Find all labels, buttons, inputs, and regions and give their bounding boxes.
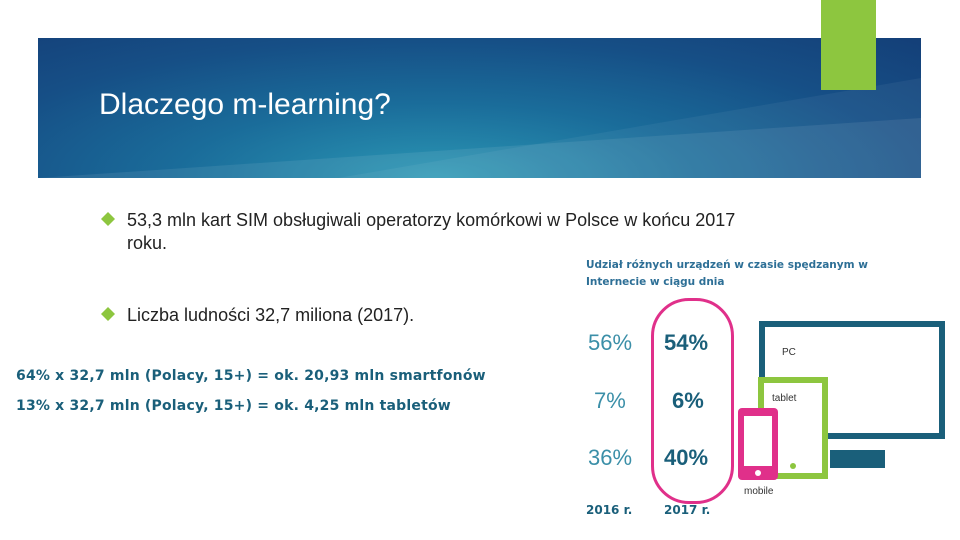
mobile-2016-value: 36% bbox=[588, 445, 633, 470]
tablet-label: tablet bbox=[772, 393, 797, 404]
diamond-bullet-icon bbox=[101, 212, 115, 226]
bullet-text-sim-cards: 53,3 mln kart SIM obsługiwali operatorzy… bbox=[127, 210, 736, 253]
devices-illustration bbox=[738, 321, 945, 480]
infographic-title: Udział różnych urządzeń w czasie spędzan… bbox=[586, 259, 868, 288]
mobile-2017-value: 40% bbox=[664, 445, 709, 470]
pc-stand-icon bbox=[830, 450, 885, 468]
accent-green-rectangle bbox=[821, 0, 876, 90]
year-2016-label: 2016 r. bbox=[586, 503, 633, 517]
pc-2017-value: 54% bbox=[664, 330, 709, 355]
year-2017-label: 2017 r. bbox=[664, 503, 711, 517]
mobile-label: mobile bbox=[744, 486, 774, 497]
title-banner bbox=[38, 38, 921, 178]
pc-label: PC bbox=[782, 347, 796, 358]
tablet-calculation: 13% x 32,7 mln (Polacy, 15+) = ok. 4,25 … bbox=[16, 398, 451, 414]
tablet-2017-value: 6% bbox=[672, 388, 704, 413]
smartphone-calculation: 64% x 32,7 mln (Polacy, 15+) = ok. 20,93… bbox=[16, 368, 486, 384]
banner-decoration bbox=[38, 78, 921, 178]
tablet-2016-value: 7% bbox=[594, 388, 626, 413]
bullet-text-population: Liczba ludności 32,7 miliona (2017). bbox=[127, 305, 415, 325]
pc-2016-value: 56% bbox=[588, 330, 633, 355]
diamond-bullet-icon bbox=[101, 307, 115, 321]
slide-title: Dlaczego m-learning? bbox=[99, 88, 391, 121]
year-2017-highlight bbox=[651, 298, 734, 504]
